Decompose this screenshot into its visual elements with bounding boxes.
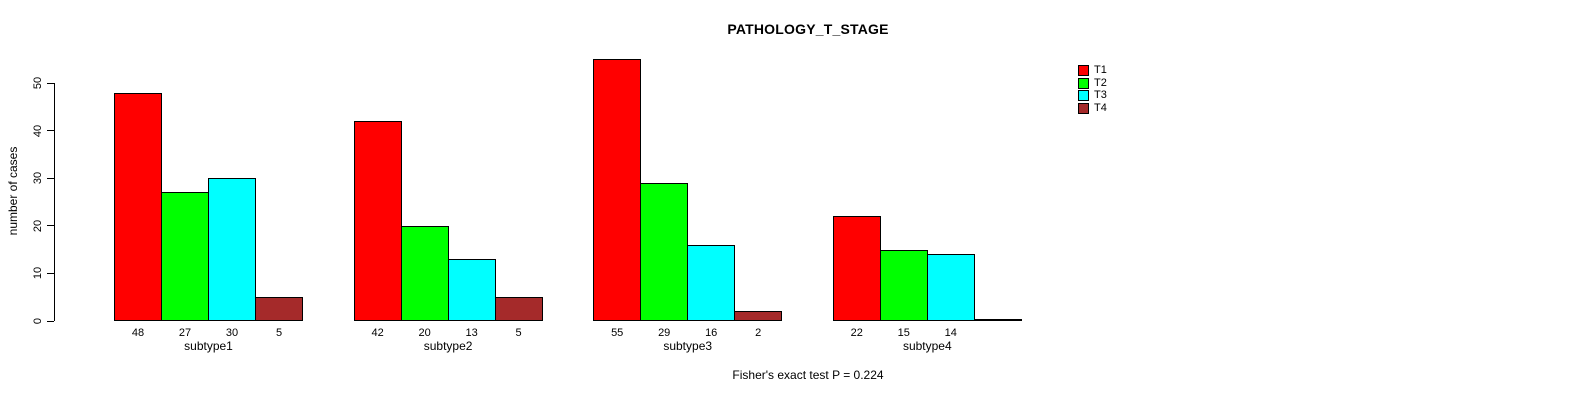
bar-subtype3-T3 — [687, 244, 736, 321]
bar-subtype3-T4 — [734, 311, 783, 321]
bar-subtype3-T2 — [640, 182, 689, 321]
legend-swatch-T2 — [1078, 77, 1089, 89]
y-tick-label: 0 — [32, 317, 44, 325]
bar-value-label: 5 — [275, 327, 283, 339]
bar-value-label: 55 — [611, 327, 624, 339]
fisher-test-annotation: Fisher's exact test P = 0.224 — [732, 368, 884, 382]
legend-item-T4: T4 — [1078, 102, 1107, 115]
bar-subtype2-T3 — [447, 259, 496, 321]
legend-item-T2: T2 — [1078, 76, 1107, 89]
legend-label: T3 — [1094, 89, 1107, 102]
bar-subtype2-T1 — [353, 121, 402, 321]
legend-swatch-T1 — [1078, 65, 1089, 76]
legend-label: T1 — [1094, 64, 1107, 76]
y-tick-label: 40 — [32, 124, 44, 137]
bar-subtype3-T1 — [593, 59, 642, 321]
bar-subtype1-T1 — [114, 92, 162, 321]
bar-value-label: 48 — [131, 327, 145, 339]
bar-zero-baseline — [973, 319, 1022, 321]
legend-swatch-T3 — [1078, 90, 1089, 102]
legend-swatch-T4 — [1078, 103, 1089, 115]
bar-value-label: 5 — [515, 327, 522, 339]
bar-value-label: 2 — [755, 327, 762, 339]
bar-value-label: 42 — [371, 327, 384, 339]
legend-item-T1: T1 — [1078, 65, 1107, 76]
bar-subtype1-T3 — [208, 178, 256, 321]
y-tick-mark — [47, 82, 54, 84]
bar-subtype1-T4 — [255, 297, 303, 321]
category-label-subtype2: subtype2 — [423, 339, 473, 353]
bar-subtype4-T3 — [926, 254, 975, 321]
chart-title: PATHOLOGY_T_STAGE — [727, 21, 889, 37]
y-tick-mark — [47, 225, 54, 227]
bar-value-label: 15 — [897, 327, 910, 339]
y-tick-mark — [47, 130, 54, 132]
bar-value-label: 27 — [178, 327, 192, 339]
bar-subtype1-T2 — [161, 192, 209, 321]
y-axis-title: number of cases — [6, 146, 20, 236]
y-tick-mark — [47, 320, 54, 322]
y-axis-line — [54, 83, 55, 321]
bar-subtype4-T2 — [879, 249, 928, 321]
bar-value-label: 16 — [705, 327, 718, 339]
category-label-subtype4: subtype4 — [902, 339, 952, 353]
y-tick-label: 30 — [32, 172, 44, 185]
legend-item-T3: T3 — [1078, 89, 1107, 102]
category-label-subtype1: subtype1 — [184, 339, 233, 353]
bar-subtype4-T1 — [832, 216, 881, 321]
y-tick-label: 50 — [32, 76, 44, 90]
bar-subtype2-T4 — [494, 297, 543, 321]
bar-value-label: 13 — [465, 327, 478, 339]
legend-label: T4 — [1094, 102, 1107, 115]
bar-value-label: 30 — [225, 327, 239, 339]
y-tick-mark — [47, 177, 54, 179]
y-tick-mark — [47, 272, 54, 274]
y-tick-label: 10 — [32, 267, 44, 280]
category-label-subtype3: subtype3 — [663, 339, 713, 353]
bar-value-label: 20 — [418, 327, 431, 339]
legend-label: T2 — [1094, 76, 1107, 89]
bar-value-label: 14 — [944, 327, 957, 339]
bar-subtype2-T2 — [400, 225, 449, 321]
bar-value-label: 22 — [850, 327, 863, 339]
bar-value-label: 29 — [658, 327, 671, 339]
y-tick-label: 20 — [32, 219, 44, 232]
